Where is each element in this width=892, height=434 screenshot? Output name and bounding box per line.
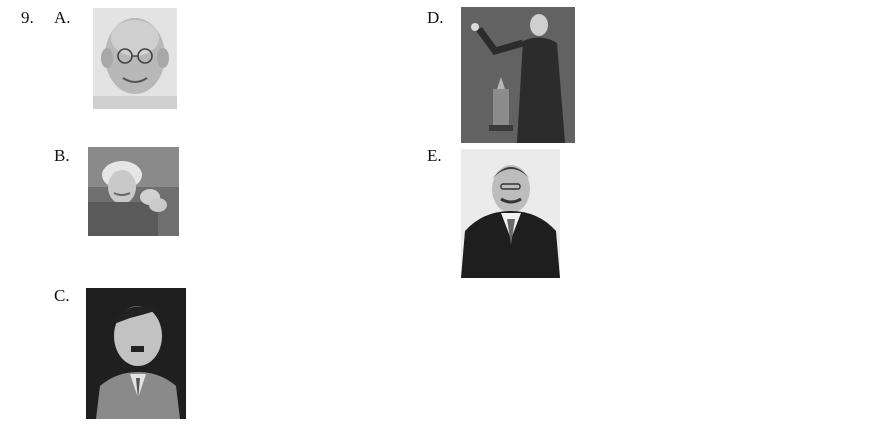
option-letter: A.	[54, 8, 71, 27]
option-letter: E.	[427, 146, 442, 165]
question-number: 9.	[21, 8, 34, 27]
portrait-photo-c	[86, 288, 186, 419]
portrait-photo-icon	[93, 8, 177, 109]
portrait-photo-icon	[86, 288, 186, 419]
portrait-photo-icon	[461, 7, 575, 143]
portrait-photo-e	[461, 149, 560, 278]
portrait-photo-a	[93, 8, 177, 109]
portrait-photo-icon	[88, 147, 179, 236]
option-letter: D.	[427, 8, 444, 27]
portrait-photo-b	[88, 147, 179, 236]
option-letter: B.	[54, 146, 70, 165]
portrait-photo-d	[461, 7, 575, 143]
option-letter: C.	[54, 286, 70, 305]
portrait-photo-icon	[461, 149, 560, 278]
